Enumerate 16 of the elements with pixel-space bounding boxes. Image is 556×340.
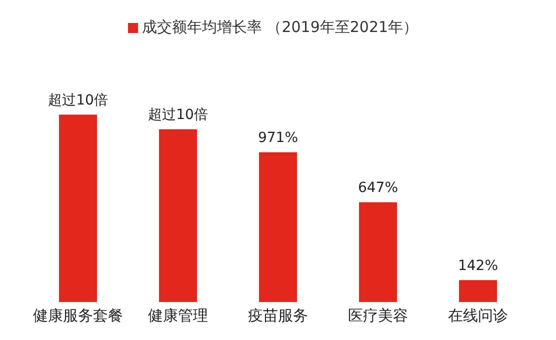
bar [159,129,197,302]
x-tick-label: 健康服务套餐 [33,306,123,325]
x-tick-label: 医疗美容 [348,306,408,325]
data-label: 超过10倍 [48,92,108,109]
data-label: 超过10倍 [148,107,208,124]
data-label: 647% [358,180,398,196]
bar [59,114,97,302]
x-tick-label: 在线问诊 [448,306,508,325]
bar [359,202,397,302]
legend-label: 成交额年均增长率 （2019年至2021年） [142,18,418,36]
bar [459,280,497,302]
data-label: 971% [258,130,298,146]
x-tick-label: 健康管理 [148,306,208,325]
x-tick-label: 疫苗服务 [248,306,308,325]
bar [259,152,297,302]
data-label: 142% [458,258,498,274]
